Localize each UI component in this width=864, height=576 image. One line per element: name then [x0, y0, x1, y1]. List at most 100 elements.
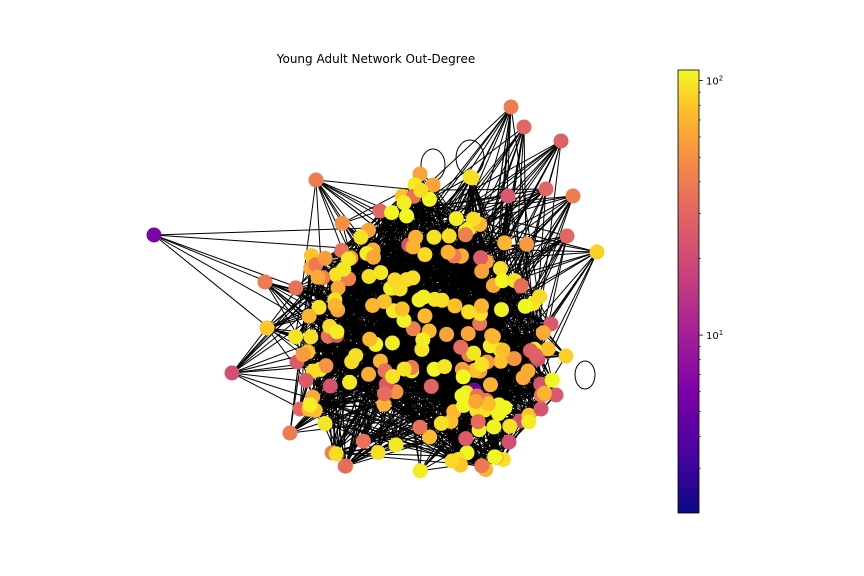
colorbar: 102 101 — [677, 69, 723, 514]
network-node — [417, 247, 433, 263]
network-node — [589, 244, 605, 260]
network-node — [533, 401, 549, 417]
network-edge — [231, 276, 319, 374]
network-node — [486, 419, 502, 435]
network-edge — [379, 210, 483, 467]
network-edge — [501, 279, 567, 357]
network-node — [497, 235, 513, 251]
network-edge — [428, 176, 471, 200]
network-node — [440, 244, 456, 260]
network-node — [516, 119, 532, 135]
network-node — [365, 298, 381, 313]
network-node — [387, 272, 403, 288]
network-node — [536, 385, 552, 401]
network-node — [447, 298, 463, 314]
network-node — [288, 280, 304, 296]
network-node — [422, 429, 438, 445]
network-node — [453, 339, 469, 355]
network-node — [412, 419, 428, 435]
network-node — [370, 445, 386, 460]
network-node — [384, 205, 400, 221]
network-node — [458, 227, 473, 243]
network-node — [515, 370, 531, 386]
network-node — [535, 325, 551, 341]
network-node — [282, 425, 298, 441]
network-node — [384, 335, 400, 351]
network-node — [427, 291, 443, 307]
network-node — [385, 369, 401, 384]
network-node — [506, 351, 522, 367]
network-edge — [419, 187, 547, 194]
network-node — [396, 195, 412, 211]
network-node — [491, 406, 507, 422]
network-node — [310, 269, 326, 285]
network-edge — [379, 210, 433, 388]
network-node — [493, 261, 508, 276]
network-node — [538, 181, 554, 197]
network-node — [376, 386, 392, 402]
network-node — [502, 418, 518, 434]
network-node — [337, 458, 353, 474]
chart-title: Young Adult Network Out-Degree — [276, 52, 475, 66]
network-edge — [419, 394, 557, 472]
network-edge — [266, 251, 450, 329]
network-node — [311, 299, 327, 315]
network-node — [426, 229, 442, 245]
network-node — [473, 250, 489, 266]
network-edge — [231, 263, 317, 374]
network-node — [485, 329, 501, 345]
network-node — [474, 298, 489, 314]
network-node — [494, 273, 510, 289]
network-node — [565, 188, 581, 204]
network-node — [355, 433, 371, 449]
network-node — [301, 308, 317, 324]
network-node — [412, 463, 428, 479]
network-node — [500, 188, 516, 204]
network-node — [532, 289, 548, 305]
network-node — [295, 347, 311, 363]
network-node — [361, 366, 377, 382]
network-node — [528, 347, 544, 363]
network-node — [513, 278, 529, 294]
network-node — [415, 332, 431, 348]
network-edge — [296, 358, 382, 365]
network-node — [444, 453, 460, 469]
network-node — [376, 294, 392, 310]
network-node — [441, 228, 457, 244]
network-edge — [327, 184, 434, 338]
network-node — [396, 312, 412, 328]
network-node — [470, 414, 486, 430]
network-node — [423, 378, 439, 394]
network-node — [439, 326, 455, 342]
network-node — [318, 358, 334, 374]
network-node — [302, 397, 318, 413]
network-node — [399, 208, 415, 224]
network-node — [503, 99, 519, 115]
colorbar-tick-label: 101 — [706, 329, 723, 342]
network-node — [495, 342, 511, 358]
network-node — [146, 227, 162, 243]
network-node — [474, 356, 490, 372]
network-node — [517, 298, 533, 314]
network-node — [257, 274, 273, 290]
network-node — [330, 280, 346, 296]
network-node — [348, 348, 364, 364]
network-node — [461, 304, 477, 320]
network-edge — [469, 176, 484, 315]
network-node — [308, 172, 324, 188]
network-node — [474, 263, 490, 279]
network-node — [328, 446, 344, 462]
network-node — [480, 396, 496, 412]
network-node — [396, 361, 412, 377]
network-node — [483, 377, 498, 393]
network-node — [353, 229, 369, 245]
network-node — [540, 341, 556, 357]
network-node — [298, 372, 314, 388]
network-node — [366, 249, 381, 265]
network-edge — [547, 251, 598, 350]
network-edge — [289, 254, 314, 434]
network-edge — [336, 444, 397, 455]
network-node — [487, 449, 503, 465]
self-loop-edge — [574, 360, 596, 390]
network-node — [288, 329, 304, 345]
